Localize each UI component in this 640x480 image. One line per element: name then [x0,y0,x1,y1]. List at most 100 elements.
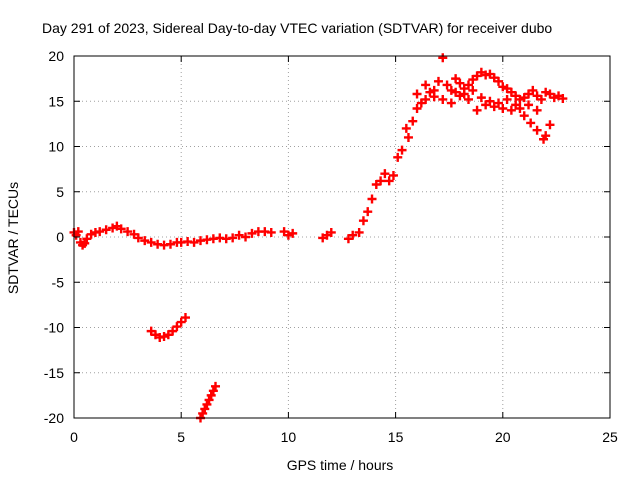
data-point [494,76,504,86]
y-tick-label: 15 [48,93,64,109]
data-point [412,103,422,113]
data-point [204,395,214,405]
data-point [363,207,373,217]
data-point [358,216,368,226]
y-tick-label: -15 [44,365,64,381]
data-point [408,116,418,126]
data-point [438,53,448,63]
data-point [165,239,175,249]
y-tick-label: -5 [52,274,65,290]
data-point [82,234,92,244]
chart-title: Day 291 of 2023, Sidereal Day-to-day VTE… [42,20,552,36]
data-point [234,230,244,240]
data-point [463,80,473,90]
x-tick-label: 5 [177,429,185,445]
data-point [532,105,542,115]
data-point [541,131,551,141]
data-point [506,105,516,115]
data-point [326,227,336,237]
data-point [288,228,298,238]
data-point [472,105,482,115]
data-point [429,85,439,95]
data-point [348,230,358,240]
data-point [515,103,525,113]
data-point [397,145,407,155]
data-point [367,194,377,204]
data-point [180,313,190,323]
data-layer [69,53,568,423]
data-point [140,236,150,246]
data-point [401,123,411,133]
y-tick-label: 5 [56,184,64,200]
data-point [146,237,156,247]
data-point [208,386,218,396]
y-tick-label: -10 [44,320,64,336]
data-point [388,170,398,180]
data-point [481,100,491,110]
x-tick-label: 20 [495,429,511,445]
y-axis-label: SDTVAR / TECUs [5,182,21,294]
data-point [202,399,212,409]
data-point [455,91,465,101]
data-point [451,74,461,84]
grid-layer [74,56,610,418]
data-point [446,98,456,108]
data-point [532,125,542,135]
data-point [558,94,568,104]
data-point [433,76,443,86]
y-tick-label: -20 [44,410,64,426]
data-point [133,233,143,243]
axis-layer [73,55,611,419]
data-point [80,238,90,248]
tick-label-layer: 0 5 10 15 20 25 -20 -15 -10 -5 0 5 10 15 20 [44,48,618,445]
data-point [489,102,499,112]
data-point [228,233,238,243]
data-point [384,176,394,186]
data-point [498,103,508,113]
series-main-trace [69,53,568,250]
x-tick-label: 25 [602,429,618,445]
x-tick-label: 10 [281,429,297,445]
data-point [168,326,178,336]
data-point [526,118,536,128]
data-point [241,232,251,242]
data-point [455,78,465,88]
data-point [176,317,186,327]
data-point [438,94,448,104]
data-point [545,120,555,130]
data-point [524,100,534,110]
data-point [536,94,546,104]
data-point [200,404,210,414]
data-point [421,94,431,104]
data-point [206,390,216,400]
data-point [412,89,422,99]
data-point [403,132,413,142]
data-point [528,85,538,95]
series-bottom-segment [195,381,221,423]
data-point [172,322,182,332]
data-point [198,408,208,418]
data-point [463,94,473,104]
data-point [468,85,478,95]
series-lower-arc [146,313,190,342]
data-point [393,152,403,162]
data-point [73,227,83,237]
data-point [211,381,221,391]
y-tick-label: 20 [48,48,64,64]
data-point [376,176,386,186]
data-point [189,237,199,247]
y-tick-label: 10 [48,139,64,155]
data-point [476,93,486,103]
data-point [101,225,111,235]
data-point [266,227,276,237]
data-point [380,169,390,179]
data-point [354,227,364,237]
y-tick-label: 0 [56,229,64,245]
x-axis-label: GPS time / hours [287,457,394,473]
data-point [421,80,431,90]
data-point [442,80,452,90]
data-point [116,224,126,234]
x-tick-label: 0 [70,429,78,445]
